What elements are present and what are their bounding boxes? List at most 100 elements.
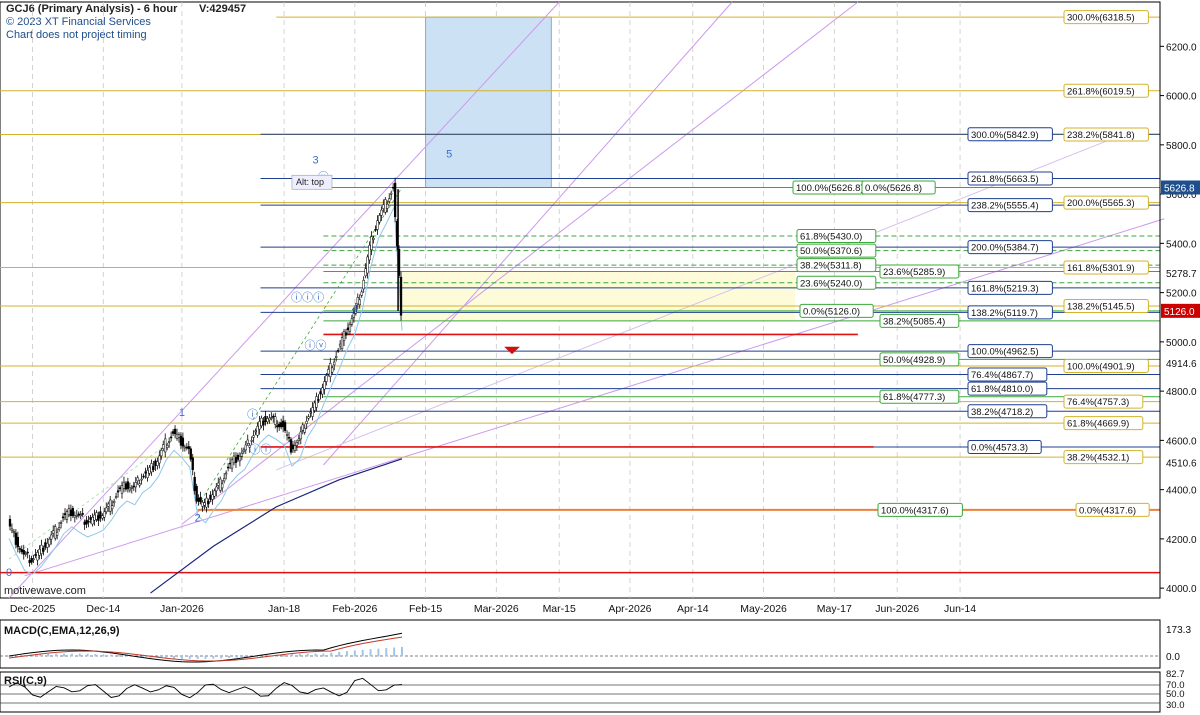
- annotation-box: [291, 174, 333, 190]
- candle-body: [293, 445, 297, 451]
- fib-level-label: 100.0%(5626.8): [796, 183, 864, 194]
- candles: [8, 177, 403, 567]
- candle-body: [46, 543, 49, 548]
- fib-level-label-box: [967, 367, 1048, 382]
- candle-body: [278, 423, 281, 428]
- fib-level-label: 261.8%(6019.5): [1067, 86, 1135, 97]
- price-axis-label: 5400.0: [1166, 239, 1197, 250]
- candle-body: [382, 204, 385, 209]
- time-axis-label: Mar-2026: [474, 603, 519, 615]
- candle-body: [187, 446, 190, 450]
- rsi-panel-frame: [0, 671, 1161, 713]
- candle-body: [301, 424, 304, 431]
- fib-level-label-box: [861, 180, 936, 195]
- candle-body: [262, 420, 265, 426]
- fib-level-label: 50.0%(5370.6): [800, 246, 862, 257]
- projection-line: [8, 433, 183, 560]
- candle-body: [250, 440, 253, 442]
- price-axis-marker-label: 4510.6: [1166, 458, 1197, 469]
- candle-body: [226, 466, 230, 469]
- candle-body: [8, 518, 12, 527]
- macd-histogram-bar: [173, 656, 176, 659]
- fib-level-label-box: [1063, 450, 1144, 465]
- macd-histogram-bar: [141, 656, 144, 658]
- macd-histogram-bar: [63, 653, 66, 657]
- candle-body: [148, 467, 151, 474]
- candle-body: [360, 291, 363, 296]
- candle-body: [209, 494, 212, 500]
- candle-body: [158, 455, 161, 464]
- candle-body: [217, 482, 220, 486]
- macd-histogram-bar: [31, 654, 34, 657]
- candle-body: [368, 245, 371, 261]
- candle-body: [26, 551, 29, 554]
- macd-histogram-bar: [283, 654, 286, 657]
- candle-body: [283, 422, 287, 431]
- candle-body: [16, 536, 19, 548]
- candle-body: [236, 454, 240, 460]
- candle-body: [325, 375, 328, 382]
- fib-level-label: 161.8%(5301.9): [1067, 263, 1135, 274]
- candle-body: [136, 477, 139, 482]
- candle-body: [169, 436, 173, 439]
- candle-body: [120, 485, 124, 494]
- candle-body: [256, 425, 259, 436]
- candle-body: [160, 449, 163, 457]
- macd-axis-label: 173.3: [1166, 625, 1191, 636]
- candle-body: [378, 215, 381, 223]
- macd-histogram-bar: [220, 656, 223, 659]
- candle-body: [111, 505, 114, 510]
- candle-body: [228, 462, 232, 465]
- volume-readout: V:429457: [199, 3, 247, 15]
- channel-line: [24, 218, 1165, 577]
- candle-body: [274, 416, 277, 425]
- candle-body: [126, 481, 130, 489]
- fib-level-label: 0.0%(5126.0): [803, 306, 860, 317]
- candle-body: [291, 444, 295, 450]
- candle-body: [132, 485, 135, 488]
- candle-body: [22, 550, 25, 555]
- fib-level-label-box: [799, 303, 874, 318]
- price-axis-label: 6200.0: [1166, 42, 1197, 53]
- candle-body: [268, 417, 271, 421]
- candle-body: [122, 481, 126, 489]
- candle-body: [213, 490, 216, 497]
- fib-level-label: 0.0%(5626.8): [865, 183, 922, 194]
- candle-body: [40, 544, 43, 554]
- candle-body: [264, 415, 267, 423]
- fib-level-label-box: [1063, 394, 1144, 409]
- candle-body: [130, 487, 133, 489]
- channel-line: [276, 139, 1110, 471]
- candle-body: [34, 554, 37, 556]
- candle-body: [197, 498, 200, 502]
- rsi-axis-label: 50.0: [1166, 689, 1185, 700]
- fib-level-label-box: [967, 344, 1053, 359]
- fib-level-label-box: [1063, 127, 1149, 142]
- candle-body: [105, 507, 108, 513]
- time-axis-label: Apr-2026: [608, 603, 651, 615]
- fib-level-label: 100.0%(4962.5): [971, 347, 1039, 358]
- candle-body: [109, 499, 112, 512]
- channel-line: [8, 1, 560, 599]
- candle-body: [18, 548, 21, 550]
- annotation-label: Alt: top: [296, 177, 324, 187]
- fib-level-label-box: [796, 275, 877, 290]
- macd-histogram-bar: [330, 652, 333, 657]
- candle-body: [366, 256, 369, 274]
- fib-level-label: 238.2%(5555.4): [971, 201, 1039, 212]
- macd-histogram-bar: [165, 656, 168, 659]
- fib-level-label-box: [967, 381, 1048, 396]
- wave-label: 0: [6, 567, 12, 579]
- macd-histogram-bar: [196, 656, 199, 659]
- candle-body: [101, 515, 104, 519]
- candle-body: [175, 433, 179, 439]
- candle-body: [299, 431, 302, 440]
- candle-body: [183, 446, 187, 449]
- macd-histogram-bar: [243, 656, 246, 658]
- candle-body: [57, 527, 61, 530]
- candle-body: [215, 486, 218, 492]
- macd-histogram-bar: [393, 647, 396, 657]
- macd-histogram-bar: [298, 653, 301, 657]
- candle-body: [67, 508, 71, 515]
